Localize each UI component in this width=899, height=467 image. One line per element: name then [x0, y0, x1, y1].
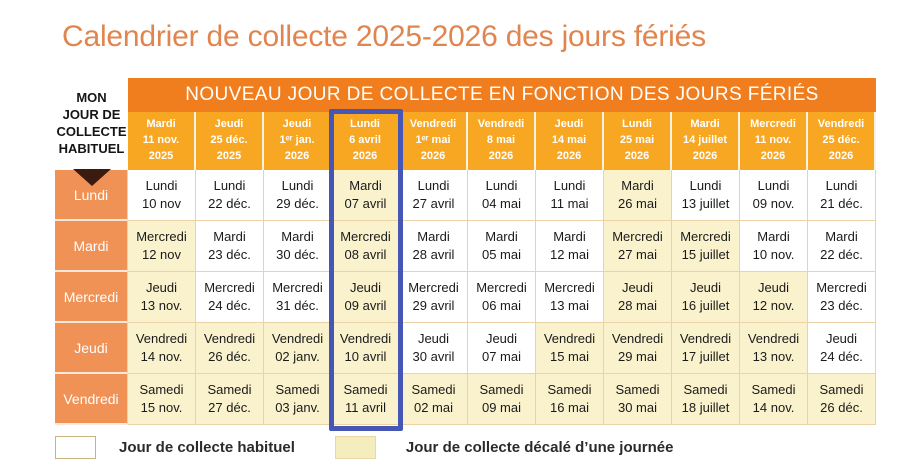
- collection-cell: Mardi 07 avril: [332, 170, 400, 221]
- collection-cell: Mercredi 23 déc.: [808, 272, 876, 323]
- collection-cell: Lundi 13 juillet: [672, 170, 740, 221]
- collection-cell: Vendredi 26 déc.: [196, 323, 264, 374]
- collection-cell: Mardi 05 mai: [468, 221, 536, 272]
- collection-cell: Mercredi 08 avril: [332, 221, 400, 272]
- collection-cell: Samedi 11 avril: [332, 374, 400, 425]
- legend-swatch-shifted: [334, 436, 376, 459]
- down-arrow-icon: [72, 169, 111, 186]
- collection-cell: Vendredi 29 mai: [604, 323, 672, 374]
- collection-cell: Mardi 30 déc.: [264, 221, 332, 272]
- collection-cell: Vendredi 17 juillet: [672, 323, 740, 374]
- usual-day-corner-cell: MON JOUR DE COLLECTE HABITUEL: [55, 78, 128, 186]
- collection-cell: Samedi 16 mai: [536, 374, 604, 425]
- collection-cell: Jeudi 24 déc.: [808, 323, 876, 374]
- collection-cell: Mercredi 15 juillet: [672, 221, 740, 272]
- legend-label-habitual: Jour de collecte habituel: [119, 439, 295, 456]
- holiday-column-header: Mardi 14 juillet 2026: [672, 112, 740, 170]
- holiday-column-header: Vendredi 25 déc. 2026: [808, 112, 876, 170]
- collection-cell: Lundi 22 déc.: [196, 170, 264, 221]
- corner-label: MON JOUR DE COLLECTE HABITUEL: [56, 90, 127, 157]
- collection-cell: Jeudi 13 nov.: [128, 272, 196, 323]
- collection-cell: Lundi 09 nov.: [740, 170, 808, 221]
- collection-cell: Mercredi 31 déc.: [264, 272, 332, 323]
- usual-day-row-header: Vendredi: [55, 374, 128, 425]
- collection-cell: Mercredi 24 déc.: [196, 272, 264, 323]
- collection-cell: Lundi 10 nov: [128, 170, 196, 221]
- collection-cell: Mercredi 12 nov: [128, 221, 196, 272]
- collection-cell: Lundi 29 déc.: [264, 170, 332, 221]
- collection-cell: Samedi 27 déc.: [196, 374, 264, 425]
- collection-cell: Lundi 21 déc.: [808, 170, 876, 221]
- collection-cell: Vendredi 14 nov.: [128, 323, 196, 374]
- collection-cell: Vendredi 02 janv.: [264, 323, 332, 374]
- collection-cell: Vendredi 10 avril: [332, 323, 400, 374]
- holiday-column-header: Jeudi 1ᵉʳ jan. 2026: [264, 112, 332, 170]
- collection-cell: Jeudi 09 avril: [332, 272, 400, 323]
- collection-cell: Mercredi 29 avril: [400, 272, 468, 323]
- holiday-column-header: Lundi 25 mai 2026: [604, 112, 672, 170]
- collection-cell: Lundi 11 mai: [536, 170, 604, 221]
- usual-day-row-header: Mardi: [55, 221, 128, 272]
- collection-cell: Samedi 02 mai: [400, 374, 468, 425]
- collection-cell: Jeudi 28 mai: [604, 272, 672, 323]
- collection-cell: Vendredi 13 nov.: [740, 323, 808, 374]
- holiday-column-header: Vendredi 1ᵉʳ mai 2026: [400, 112, 468, 170]
- collection-cell: Mardi 22 déc.: [808, 221, 876, 272]
- holiday-column-header: Jeudi 14 mai 2026: [536, 112, 604, 170]
- legend-label-shifted: Jour de collecte décalé d’une journée: [405, 439, 674, 456]
- collection-cell: Mardi 28 avril: [400, 221, 468, 272]
- usual-day-row-header: Jeudi: [55, 323, 128, 374]
- collection-cell: Lundi 04 mai: [468, 170, 536, 221]
- holiday-column-header: Mercredi 11 nov. 2026: [740, 112, 808, 170]
- holiday-column-header: Mardi 11 nov. 2025: [128, 112, 196, 170]
- collection-cell: Mercredi 27 mai: [604, 221, 672, 272]
- collection-cell: Samedi 15 nov.: [128, 374, 196, 425]
- collection-cell: Lundi 27 avril: [400, 170, 468, 221]
- collection-cell: Jeudi 16 juillet: [672, 272, 740, 323]
- collection-table: MON JOUR DE COLLECTE HABITUEL NOUVEAU JOUR …: [55, 78, 876, 431]
- collection-cell: Samedi 30 mai: [604, 374, 672, 425]
- collection-cell: Vendredi 15 mai: [536, 323, 604, 374]
- collection-cell: Samedi 14 nov.: [740, 374, 808, 425]
- holiday-column-header: Jeudi 25 déc. 2025: [196, 112, 264, 170]
- collection-cell: Samedi 18 juillet: [672, 374, 740, 425]
- collection-cell: Mardi 23 déc.: [196, 221, 264, 272]
- collection-cell: Mardi 10 nov.: [740, 221, 808, 272]
- collection-cell: Mardi 12 mai: [536, 221, 604, 272]
- collection-cell: Jeudi 07 mai: [468, 323, 536, 374]
- collection-cell: Samedi 09 mai: [468, 374, 536, 425]
- collection-cell: Mercredi 06 mai: [468, 272, 536, 323]
- legend: Jour de collecte habituel Jour de collec…: [55, 435, 673, 460]
- table-banner: NOUVEAU JOUR DE COLLECTE EN FONCTION DES…: [128, 78, 876, 112]
- collection-cell: Samedi 03 janv.: [264, 374, 332, 425]
- collection-cell: Mercredi 13 mai: [536, 272, 604, 323]
- collection-cell: Mardi 26 mai: [604, 170, 672, 221]
- collection-cell: Samedi 26 déc.: [808, 374, 876, 425]
- holiday-column-header: Lundi 6 avril 2026: [332, 112, 400, 170]
- page-title: Calendrier de collecte 2025-2026 des jou…: [62, 20, 706, 53]
- legend-swatch-habitual: [55, 436, 96, 459]
- holiday-column-header: Vendredi 8 mai 2026: [468, 112, 536, 170]
- collection-cell: Jeudi 30 avril: [400, 323, 468, 374]
- collection-cell: Jeudi 12 nov.: [740, 272, 808, 323]
- usual-day-row-header: Mercredi: [55, 272, 128, 323]
